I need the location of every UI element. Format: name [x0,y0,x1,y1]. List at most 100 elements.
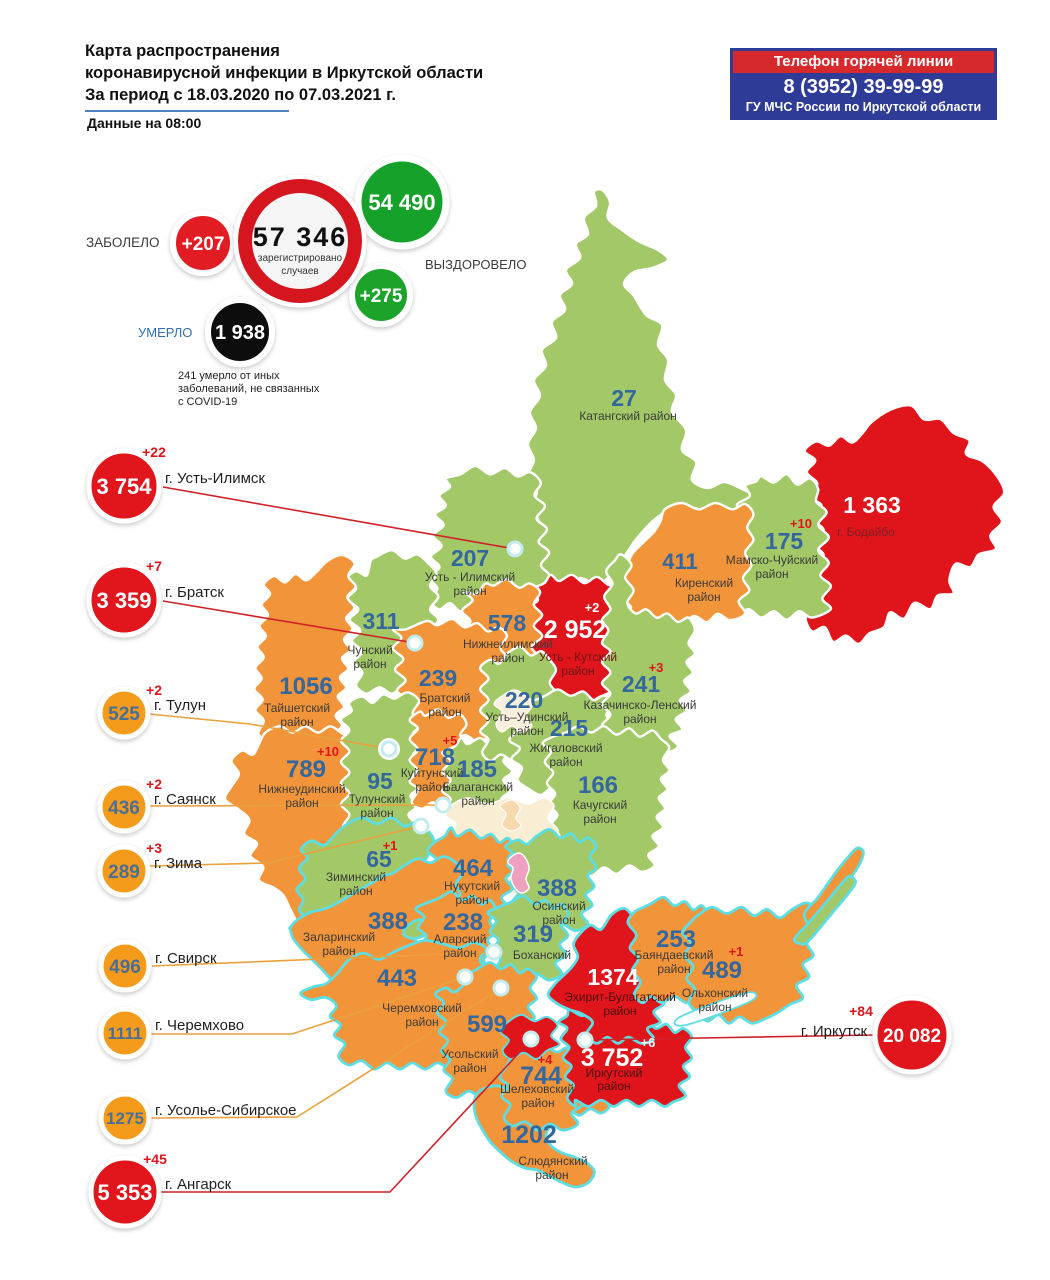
svg-text:район: район [491,651,524,665]
svg-text:с COVID-19: с COVID-19 [178,396,237,408]
svg-text:Нукутский: Нукутский [444,879,500,893]
svg-text:УМЕРЛО: УМЕРЛО [138,325,192,340]
svg-text:1111: 1111 [107,1024,142,1043]
svg-text:+275: +275 [360,286,403,307]
svg-text:район: район [549,755,582,769]
svg-text:+2: +2 [146,776,162,792]
svg-text:Жигаловский: Жигаловский [529,741,602,755]
svg-text:789: 789 [286,756,326,783]
svg-text:166: 166 [578,772,618,799]
svg-text:3 754: 3 754 [96,474,152,499]
svg-text:район: район [428,705,461,719]
svg-text:+2: +2 [146,682,162,698]
svg-text:г. Усть-Илимск: г. Усть-Илимск [165,470,265,487]
svg-text:Мамско-Чуйский: Мамско-Чуйский [726,553,818,567]
svg-text:Усольский: Усольский [441,1047,498,1061]
svg-text:+1: +1 [383,838,398,853]
svg-text:район: район [597,1079,630,1093]
svg-text:3 359: 3 359 [96,588,151,613]
svg-text:Балаганский: Балаганский [443,780,513,794]
svg-text:443: 443 [377,965,417,992]
svg-text:+5: +5 [443,733,458,748]
svg-text:319: 319 [513,921,553,948]
svg-text:район: район [443,946,476,960]
svg-text:район: район [687,590,720,604]
svg-text:г. Усолье-Сибирское: г. Усолье-Сибирское [155,1102,297,1119]
svg-text:Братский: Братский [420,691,471,705]
svg-text:Боханский: Боханский [513,948,571,962]
svg-text:Усть - Кутский: Усть - Кутский [539,650,617,664]
svg-text:Тайшетский: Тайшетский [264,701,330,715]
svg-text:65: 65 [366,846,392,872]
svg-text:Нижнеудинский: Нижнеудинский [258,782,345,796]
svg-text:54 490: 54 490 [368,190,435,215]
svg-text:+207: +207 [182,234,225,255]
svg-text:253: 253 [656,926,696,953]
svg-text:Киренский: Киренский [675,576,733,590]
svg-text:г. Саянск: г. Саянск [154,791,216,808]
svg-text:489: 489 [702,957,742,984]
svg-text:+10: +10 [317,744,339,759]
svg-text:Качугский: Качугский [573,798,627,812]
svg-text:718: 718 [415,744,455,771]
svg-text:+2: +2 [585,600,600,615]
svg-text:Тулунский: Тулунский [349,792,406,806]
svg-text:Заларинский: Заларинский [303,930,375,944]
svg-text:заболеваний, не связанных: заболеваний, не связанных [178,383,320,395]
svg-text:район: район [755,567,788,581]
svg-text:220: 220 [505,687,543,713]
svg-text:район: район [353,657,386,671]
svg-text:+7: +7 [146,558,162,574]
svg-text:Осинский: Осинский [532,899,585,913]
svg-text:район: район [285,796,318,810]
svg-text:район: район [405,1015,438,1029]
svg-text:Аларский: Аларский [433,932,486,946]
svg-text:район: район [415,780,448,794]
svg-text:район: район [280,715,313,729]
svg-text:1056: 1056 [279,673,332,700]
svg-text:район: район [521,1096,554,1110]
svg-text:+6: +6 [641,1035,656,1050]
svg-text:95: 95 [367,768,393,794]
svg-text:+4: +4 [538,1052,554,1067]
svg-text:388: 388 [368,908,408,935]
svg-text:случаев: случаев [281,266,318,277]
svg-text:район: район [510,724,543,738]
svg-text:+3: +3 [146,840,162,856]
svg-text:+22: +22 [142,444,166,460]
svg-text:район: район [657,962,690,976]
svg-text:215: 215 [550,715,589,741]
svg-text:411: 411 [662,549,698,574]
svg-text:район: район [339,884,372,898]
svg-text:185: 185 [457,756,497,783]
svg-text:Усть - Илимский: Усть - Илимский [425,570,515,584]
svg-text:175: 175 [765,528,804,554]
svg-text:311: 311 [362,608,399,634]
svg-text:+10: +10 [790,516,812,531]
svg-text:район: район [535,1168,568,1182]
svg-text:+45: +45 [143,1151,167,1167]
svg-text:599: 599 [467,1011,507,1038]
svg-text:Катангский район: Катангский район [579,409,677,423]
svg-text:Баяндаевский: Баяндаевский [635,948,714,962]
svg-text:5 353: 5 353 [97,1180,152,1205]
svg-text:388: 388 [537,875,577,902]
svg-text:241: 241 [622,671,661,697]
svg-text:Шелеховский: Шелеховский [500,1082,574,1096]
svg-text:район: район [453,584,486,598]
svg-text:Чунский: Чунский [347,643,392,657]
svg-text:район: район [322,944,355,958]
svg-text:Зиминский: Зиминский [326,870,386,884]
svg-text:Ольхонский: Ольхонский [682,986,748,1000]
svg-text:район: район [455,893,488,907]
svg-text:район: район [698,1000,731,1014]
svg-text:г. Тулун: г. Тулун [154,697,206,714]
svg-text:Куйтунский: Куйтунский [401,766,464,780]
svg-text:район: район [360,806,393,820]
svg-text:2 952: 2 952 [544,616,607,644]
svg-text:ВЫЗДОРОВЕЛО: ВЫЗДОРОВЕЛО [425,257,526,272]
svg-text:Черемховский: Черемховский [382,1001,462,1015]
svg-text:+3: +3 [649,660,664,675]
svg-text:+1: +1 [729,944,744,959]
svg-text:район: район [542,913,575,927]
